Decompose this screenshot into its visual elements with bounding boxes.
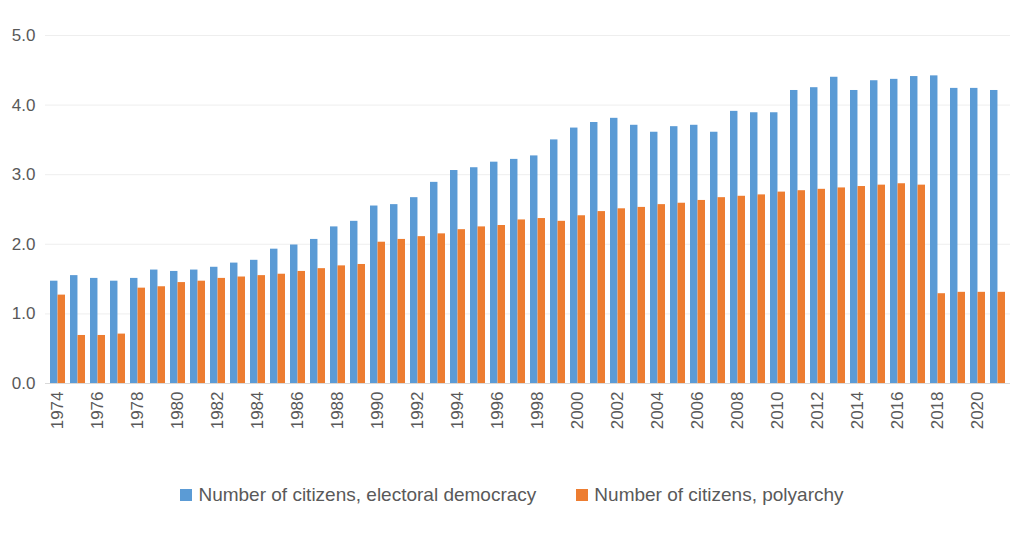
svg-text:2008: 2008 <box>728 392 747 430</box>
svg-text:0.0: 0.0 <box>12 374 36 393</box>
svg-text:1988: 1988 <box>328 392 347 430</box>
svg-text:5.0: 5.0 <box>12 26 36 45</box>
svg-text:2020: 2020 <box>968 392 987 430</box>
svg-text:1980: 1980 <box>168 392 187 430</box>
svg-text:1976: 1976 <box>88 392 107 430</box>
svg-text:2014: 2014 <box>848 392 867 430</box>
svg-text:2012: 2012 <box>808 392 827 430</box>
svg-text:2018: 2018 <box>928 392 947 430</box>
svg-text:1982: 1982 <box>208 392 227 430</box>
svg-text:1996: 1996 <box>488 392 507 430</box>
svg-text:1992: 1992 <box>408 392 427 430</box>
svg-text:1984: 1984 <box>248 392 267 430</box>
svg-text:1978: 1978 <box>128 392 147 430</box>
svg-text:2004: 2004 <box>648 392 667 430</box>
svg-text:2006: 2006 <box>688 392 707 430</box>
svg-text:3.0: 3.0 <box>12 165 36 184</box>
svg-text:4.0: 4.0 <box>12 96 36 115</box>
svg-text:2010: 2010 <box>768 392 787 430</box>
html-text:Number of citizens, electoral: Number of citizens, electoral democracy <box>198 484 537 505</box>
svg-text:1974: 1974 <box>48 392 67 430</box>
svg-text:2.0: 2.0 <box>12 235 36 254</box>
svg-text:2016: 2016 <box>888 392 907 430</box>
svg-text:2002: 2002 <box>608 392 627 430</box>
svg-text:1.0: 1.0 <box>12 304 36 323</box>
svg-text:1990: 1990 <box>368 392 387 430</box>
svg-text:2000: 2000 <box>568 392 587 430</box>
svg-text:1986: 1986 <box>288 392 307 430</box>
svg-text:1994: 1994 <box>448 392 467 430</box>
html-text:Number of citizens, polyarchy: Number of citizens, polyarchy <box>594 484 844 505</box>
svg-text:1998: 1998 <box>528 392 547 430</box>
